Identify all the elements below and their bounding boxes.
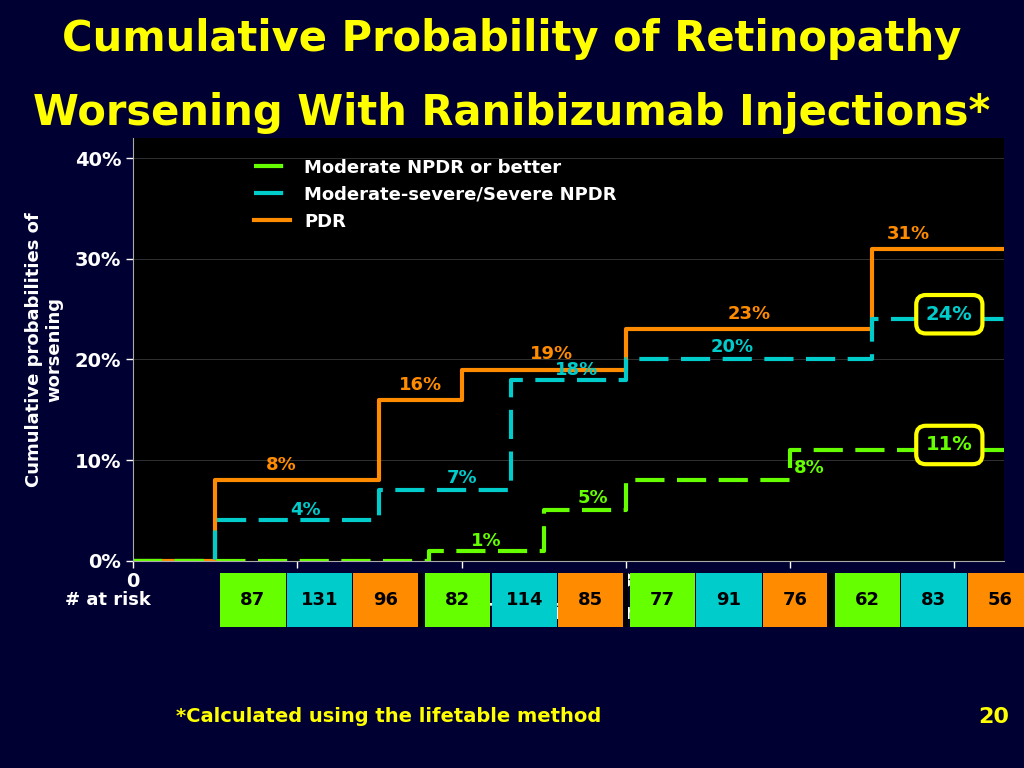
- Text: 8%: 8%: [265, 456, 296, 474]
- Moderate NPDR or better: [620, 506, 632, 515]
- FancyBboxPatch shape: [353, 573, 419, 627]
- Moderate NPDR or better: [784, 445, 797, 455]
- Moderate NPDR or better: [538, 546, 550, 555]
- Moderate NPDR or better: [127, 556, 139, 565]
- Moderate-severe/Severe NPDR: [866, 355, 879, 364]
- PDR: [620, 365, 632, 374]
- Text: *Calculated using the lifetable method: *Calculated using the lifetable method: [176, 707, 602, 727]
- Text: 31%: 31%: [887, 225, 930, 243]
- FancyBboxPatch shape: [827, 573, 833, 627]
- Moderate NPDR or better: [784, 475, 797, 485]
- Text: 4%: 4%: [290, 502, 321, 519]
- Text: 82: 82: [445, 591, 470, 609]
- PDR: [620, 325, 632, 334]
- Text: 131: 131: [301, 591, 338, 609]
- FancyBboxPatch shape: [418, 573, 423, 627]
- FancyBboxPatch shape: [696, 573, 762, 627]
- PDR: [456, 365, 468, 374]
- Line: PDR: PDR: [133, 249, 1004, 561]
- PDR: [456, 395, 468, 404]
- Moderate-severe/Severe NPDR: [374, 485, 386, 495]
- PDR: [127, 556, 139, 565]
- Text: 19%: 19%: [530, 346, 573, 363]
- Moderate-severe/Severe NPDR: [620, 375, 632, 384]
- Text: 18%: 18%: [555, 360, 598, 379]
- Text: 56: 56: [988, 591, 1013, 609]
- X-axis label: Time in Years: Time in Years: [489, 603, 647, 623]
- Text: # at risk: # at risk: [65, 591, 151, 609]
- Text: 85: 85: [579, 591, 603, 609]
- Text: 77: 77: [650, 591, 675, 609]
- FancyBboxPatch shape: [220, 573, 286, 627]
- Text: 7%: 7%: [446, 469, 477, 487]
- PDR: [866, 325, 879, 334]
- PDR: [209, 475, 221, 485]
- Moderate NPDR or better: [423, 556, 435, 565]
- Text: 20%: 20%: [711, 339, 754, 356]
- Text: 83: 83: [922, 591, 946, 609]
- Moderate-severe/Severe NPDR: [997, 315, 1010, 324]
- Moderate NPDR or better: [997, 445, 1010, 455]
- Text: 5%: 5%: [578, 489, 608, 508]
- FancyBboxPatch shape: [835, 573, 900, 627]
- Text: 76: 76: [783, 591, 808, 609]
- FancyBboxPatch shape: [425, 573, 490, 627]
- FancyBboxPatch shape: [968, 573, 1024, 627]
- Text: 114: 114: [506, 591, 543, 609]
- Text: 62: 62: [855, 591, 880, 609]
- PDR: [866, 244, 879, 253]
- Text: 23%: 23%: [727, 305, 770, 323]
- Text: 16%: 16%: [399, 376, 442, 394]
- Moderate-severe/Severe NPDR: [209, 556, 221, 565]
- Moderate-severe/Severe NPDR: [505, 375, 517, 384]
- Moderate-severe/Severe NPDR: [127, 556, 139, 565]
- Text: 1%: 1%: [471, 531, 502, 550]
- Text: Cumulative Probability of Retinopathy: Cumulative Probability of Retinopathy: [62, 18, 962, 60]
- Text: 96: 96: [374, 591, 398, 609]
- FancyBboxPatch shape: [287, 573, 352, 627]
- FancyBboxPatch shape: [492, 573, 557, 627]
- Text: 24%: 24%: [926, 305, 973, 324]
- Moderate-severe/Severe NPDR: [209, 516, 221, 525]
- Text: 91: 91: [717, 591, 741, 609]
- Text: 8%: 8%: [795, 459, 825, 477]
- PDR: [374, 395, 386, 404]
- Legend: Moderate NPDR or better, Moderate-severe/Severe NPDR, PDR: Moderate NPDR or better, Moderate-severe…: [247, 151, 624, 238]
- PDR: [997, 244, 1010, 253]
- Line: Moderate-severe/Severe NPDR: Moderate-severe/Severe NPDR: [133, 319, 1004, 561]
- Moderate NPDR or better: [866, 445, 879, 455]
- Text: 20: 20: [978, 707, 1009, 727]
- FancyBboxPatch shape: [558, 573, 624, 627]
- Moderate-severe/Severe NPDR: [374, 516, 386, 525]
- Moderate-severe/Severe NPDR: [505, 485, 517, 495]
- PDR: [374, 475, 386, 485]
- Text: Worsening With Ranibizumab Injections*: Worsening With Ranibizumab Injections*: [34, 92, 990, 134]
- FancyBboxPatch shape: [630, 573, 695, 627]
- Line: Moderate NPDR or better: Moderate NPDR or better: [133, 450, 1004, 561]
- FancyBboxPatch shape: [901, 573, 967, 627]
- Text: 11%: 11%: [926, 435, 973, 455]
- Moderate-severe/Severe NPDR: [866, 315, 879, 324]
- Y-axis label: Cumulative probabilities of
worsening: Cumulative probabilities of worsening: [25, 212, 63, 487]
- PDR: [209, 556, 221, 565]
- FancyBboxPatch shape: [623, 573, 628, 627]
- Moderate NPDR or better: [866, 445, 879, 455]
- Text: 87: 87: [241, 591, 265, 609]
- FancyBboxPatch shape: [763, 573, 828, 627]
- Moderate NPDR or better: [620, 475, 632, 485]
- Moderate NPDR or better: [538, 506, 550, 515]
- Moderate-severe/Severe NPDR: [620, 355, 632, 364]
- Moderate NPDR or better: [423, 546, 435, 555]
